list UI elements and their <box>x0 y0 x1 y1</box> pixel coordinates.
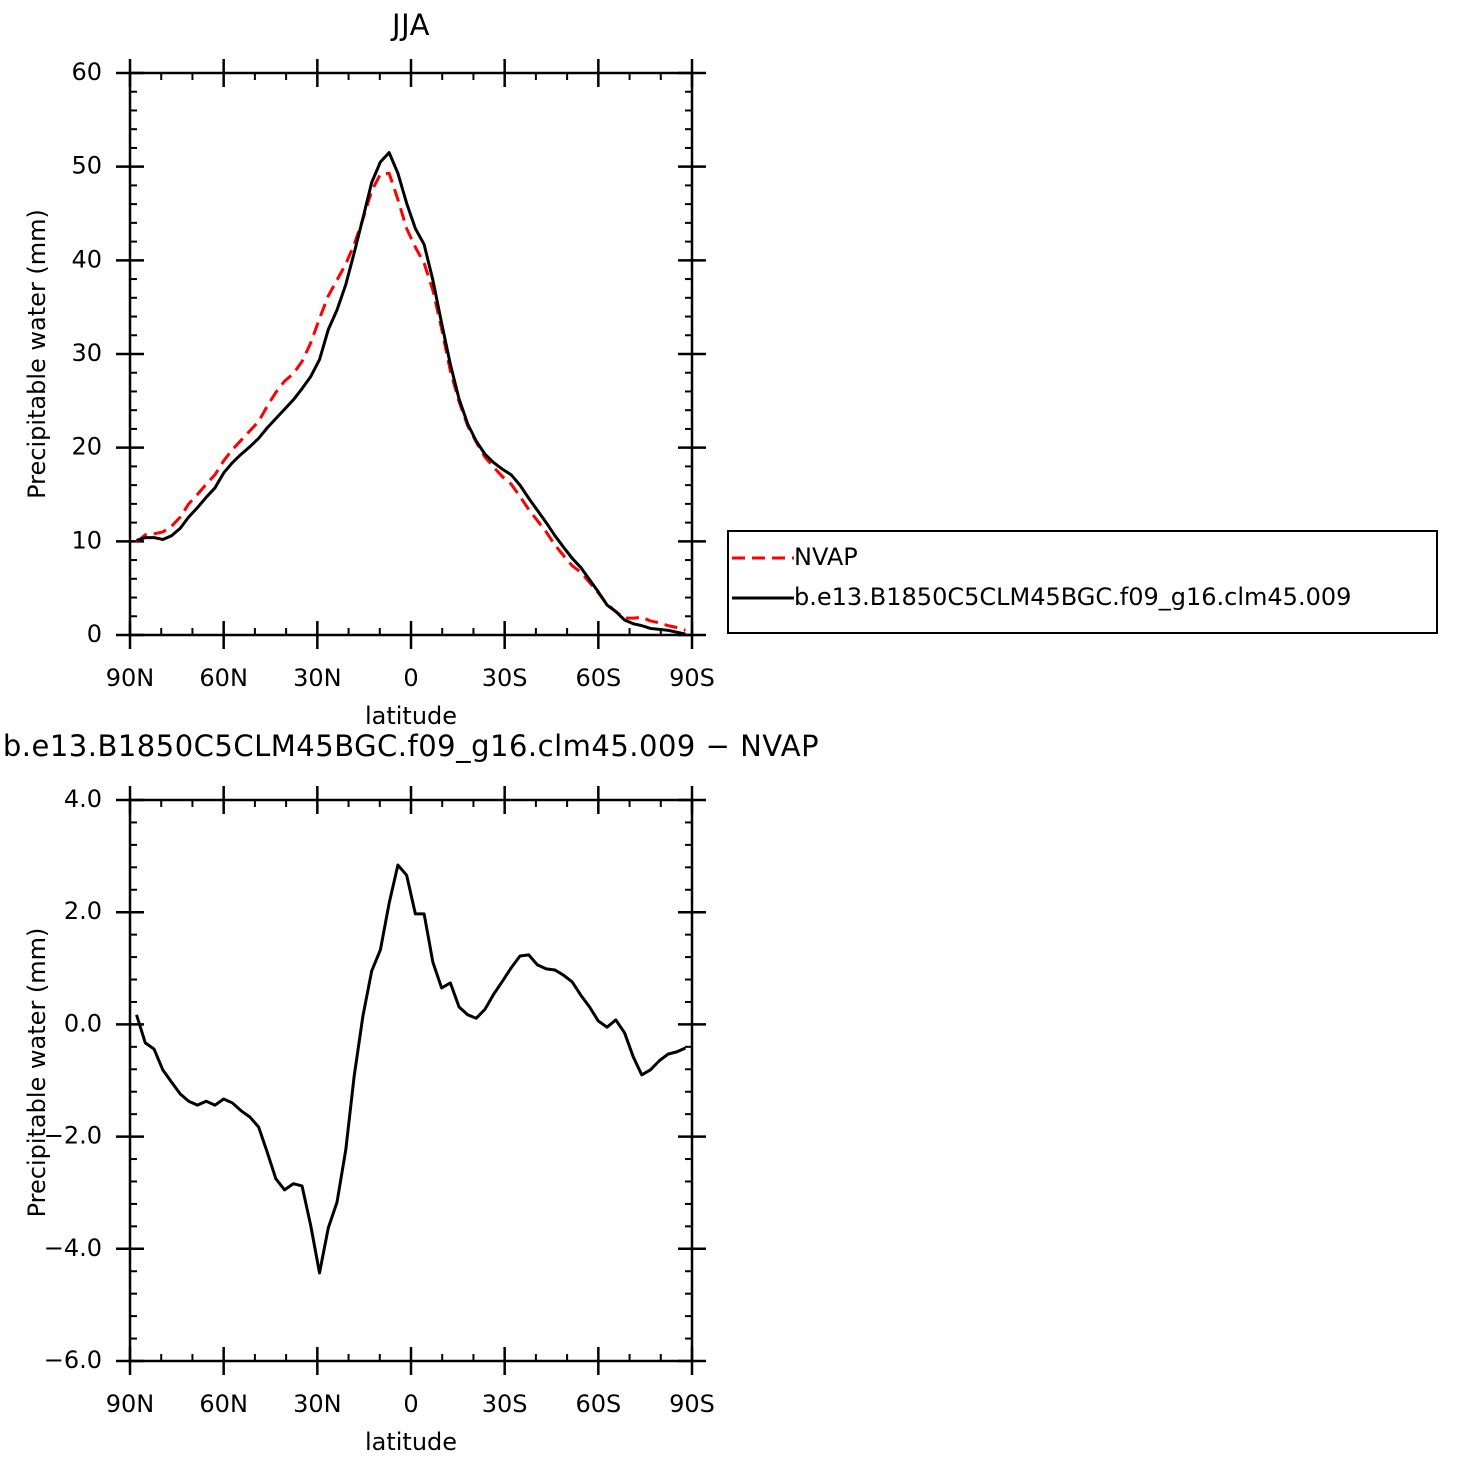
x-tick-label: 30S <box>482 664 528 692</box>
x-tick-label: 60S <box>575 664 621 692</box>
x-tick-label: 60S <box>575 1390 621 1418</box>
y-tick-label: 50 <box>71 152 102 180</box>
y-tick-label: 0 <box>87 620 102 648</box>
legend-label: b.e13.B1850C5CLM45BGC.f09_g16.clm45.009 <box>794 583 1351 611</box>
x-axis-label: latitude <box>365 702 457 730</box>
x-tick-label: 0 <box>403 1390 418 1418</box>
y-tick-label: −4.0 <box>44 1234 102 1262</box>
data-line <box>136 151 686 636</box>
x-tick-label: 0 <box>403 664 418 692</box>
y-axis-label-clip: Precipitable water (mm) <box>23 928 51 1218</box>
y-tick-label: −6.0 <box>44 1346 102 1374</box>
legend-label: NVAP <box>794 543 858 571</box>
y-axis-label: Precipitable water (mm) <box>23 209 51 499</box>
x-tick-label: 90S <box>669 1390 715 1418</box>
y-tick-label: 20 <box>71 433 102 461</box>
chart-title: b.e13.B1850C5CLM45BGC.f09_g16.clm45.009 … <box>3 729 819 763</box>
x-tick-label: 90N <box>106 664 155 692</box>
x-tick-label: 90N <box>106 1390 155 1418</box>
x-tick-label: 60N <box>199 1390 248 1418</box>
x-tick-label: 60N <box>199 664 248 692</box>
data-line <box>135 863 687 1275</box>
legend-box <box>727 530 1438 634</box>
x-tick-label: 30N <box>293 664 342 692</box>
y-tick-label: −2.0 <box>44 1122 102 1150</box>
x-axis-label: latitude <box>365 1428 457 1456</box>
data-line <box>135 171 686 632</box>
y-tick-label: 0.0 <box>64 1009 102 1037</box>
y-tick-label: 30 <box>71 339 102 367</box>
x-tick-label: 30N <box>293 1390 342 1418</box>
x-tick-label: 90S <box>669 664 715 692</box>
y-tick-label: 60 <box>71 58 102 86</box>
x-tick-label: 30S <box>482 1390 528 1418</box>
y-axis-label: Precipitable water (mm) <box>23 928 51 1218</box>
chart-title: JJA <box>390 8 430 42</box>
y-tick-label: 40 <box>71 245 102 273</box>
y-tick-label: 10 <box>71 526 102 554</box>
y-tick-label: 2.0 <box>64 897 102 925</box>
y-tick-label: 4.0 <box>64 785 102 813</box>
